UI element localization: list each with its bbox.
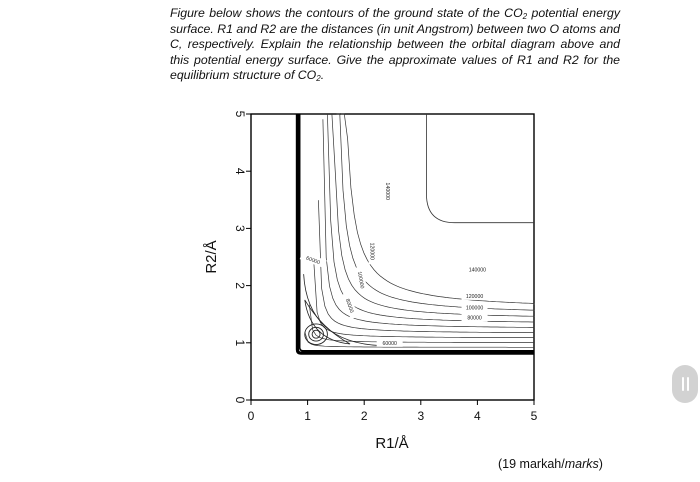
minimum-well-contour — [303, 274, 382, 347]
question-subscript-2: 2 — [316, 74, 321, 84]
marks-note: (19 markah/marks) — [498, 457, 603, 471]
x-axis-ticks: 0 1 2 3 4 5 — [248, 400, 538, 423]
x-tick-label: 5 — [531, 409, 538, 423]
question-part-3: . — [320, 68, 325, 83]
contour-label: 120000 — [466, 294, 483, 300]
y-tick-label: 1 — [233, 339, 247, 346]
contour-line — [313, 261, 535, 338]
marks-italic: marks — [564, 457, 599, 471]
contour-label-background — [464, 265, 491, 274]
x-tick-label: 4 — [474, 409, 481, 423]
y-tick-label: 3 — [233, 225, 247, 232]
contour-label-background — [461, 291, 488, 300]
contour-label: 60000 — [382, 341, 397, 347]
y-axis-ticks: 0 1 2 3 4 5 — [233, 111, 251, 404]
contour-line — [341, 113, 535, 305]
minimum-well-contour — [311, 329, 321, 339]
question-part-2: potential energy surface. R1 and R2 are … — [170, 6, 620, 83]
contour-label-background — [383, 178, 392, 205]
contour-label: 80000 — [344, 298, 355, 314]
contour-label-background — [341, 292, 359, 320]
question-part-1: Figure below shows the contours of the g… — [170, 6, 523, 20]
minimum-well-contour — [304, 323, 328, 345]
x-tick-label: 0 — [248, 409, 255, 423]
marks-prefix: (19 markah/ — [498, 457, 565, 471]
contour-line — [331, 113, 535, 317]
y-tick-label: 4 — [233, 168, 247, 175]
drag-handle-icon[interactable] — [672, 365, 698, 403]
contour-label-background — [376, 338, 403, 347]
contour-label-background — [461, 303, 488, 312]
x-tick-label: 2 — [361, 409, 368, 423]
y-axis-label: R2/Å — [203, 240, 220, 273]
contour-line — [426, 114, 534, 224]
plot-frame — [250, 113, 535, 401]
x-axis-label: R1/Å — [375, 435, 408, 452]
contour-label: 100000 — [466, 305, 483, 311]
repulsive-wall-contour — [295, 114, 534, 355]
x-tick-label: 3 — [417, 409, 424, 423]
y-tick-label: 0 — [233, 397, 247, 404]
contour-line — [304, 331, 534, 348]
contour-label-background — [299, 251, 327, 269]
minimum-well-contour — [308, 326, 324, 342]
repulsive-wall-contour — [298, 114, 534, 352]
handle-bar-right — [686, 377, 689, 391]
question-text: Figure below shows the contours of the g… — [170, 6, 620, 84]
minimum-well-contour — [304, 299, 351, 345]
contour-labels: 1400001200001000008000060000140000120000… — [299, 178, 491, 347]
contour-label: 140000 — [469, 268, 486, 274]
contour-line — [327, 113, 535, 323]
contour-label: 120000 — [369, 243, 375, 260]
contour-lines — [295, 113, 535, 355]
question-subscript-1: 2 — [522, 12, 528, 21]
handle-bar-left — [681, 377, 684, 391]
y-tick-label: 2 — [233, 282, 247, 289]
contour-label: 100000 — [356, 271, 365, 289]
marks-suffix: ) — [598, 457, 603, 471]
contour-line — [318, 200, 535, 333]
contour-line — [336, 113, 535, 311]
contour-label-background — [368, 238, 377, 265]
contour-label: 140000 — [384, 183, 390, 200]
contour-label: 60000 — [305, 256, 321, 267]
contour-line — [308, 304, 534, 343]
contour-label-background — [355, 266, 368, 294]
y-tick-label: 5 — [233, 111, 247, 118]
contour-line — [322, 119, 535, 328]
x-tick-label: 1 — [304, 409, 311, 423]
contour-label: 80000 — [467, 316, 482, 322]
contour-label-background — [461, 313, 488, 322]
